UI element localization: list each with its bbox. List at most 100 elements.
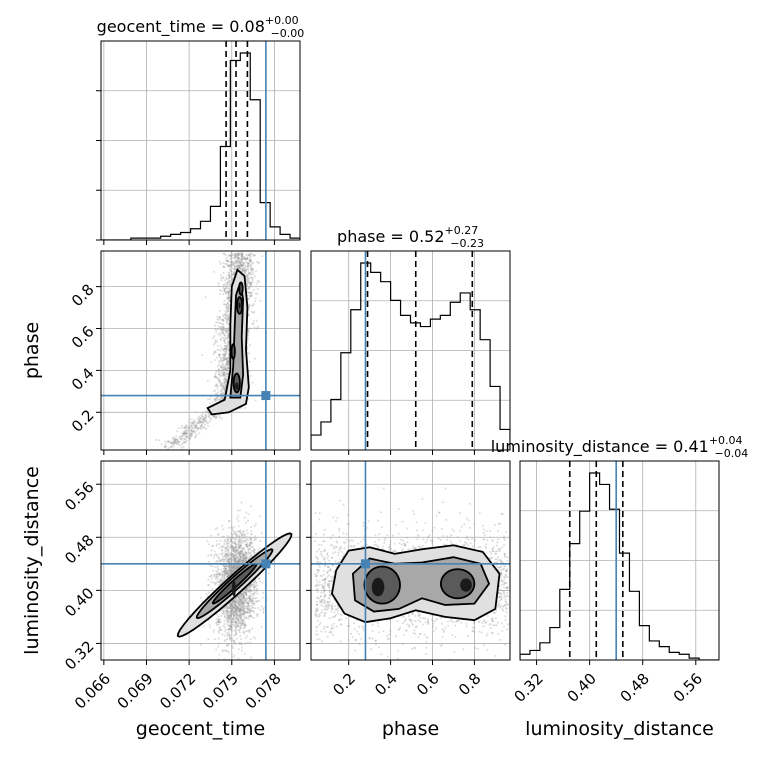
- sample-point: [235, 265, 238, 268]
- sample-point: [249, 264, 252, 267]
- sample-point: [244, 624, 247, 627]
- sample-point: [232, 548, 235, 551]
- sample-point: [234, 608, 237, 611]
- sample-point: [242, 605, 245, 608]
- sample-point: [238, 545, 241, 548]
- sample-point: [227, 643, 230, 646]
- sample-point: [239, 622, 242, 625]
- sample-point: [246, 588, 249, 591]
- sample-point: [244, 257, 247, 260]
- density-fill: [238, 302, 241, 309]
- sample-point: [245, 552, 248, 555]
- sample-point: [246, 597, 249, 600]
- sample-point: [218, 322, 221, 325]
- sample-point: [223, 328, 226, 331]
- sample-point: [242, 612, 245, 615]
- sample-point: [237, 558, 240, 561]
- sample-point: [225, 542, 228, 545]
- sample-point: [237, 540, 240, 543]
- sample-point: [225, 378, 228, 381]
- sample-point: [179, 435, 182, 438]
- sample-point: [221, 328, 224, 331]
- sample-point: [244, 636, 247, 639]
- sample-point: [232, 614, 235, 617]
- sample-point: [216, 344, 219, 347]
- sample-point: [248, 551, 251, 554]
- sample-point: [246, 641, 249, 644]
- sample-point: [225, 556, 228, 559]
- sample-point: [234, 253, 237, 256]
- sample-point: [237, 252, 240, 255]
- sample-point: [236, 561, 239, 564]
- sample-point: [219, 328, 222, 331]
- sample-point: [231, 553, 234, 556]
- sample-point: [232, 555, 235, 558]
- sample-point: [249, 614, 252, 617]
- sample-point: [216, 580, 219, 583]
- sample-point: [220, 545, 223, 548]
- sample-point: [228, 274, 231, 277]
- sample-point: [229, 614, 232, 617]
- sample-point: [227, 309, 230, 312]
- sample-point: [223, 373, 226, 376]
- sample-point: [182, 432, 185, 435]
- sample-point: [187, 434, 190, 437]
- sample-point: [247, 615, 250, 618]
- sample-point: [210, 554, 213, 557]
- sample-point: [224, 254, 227, 257]
- sample-point: [194, 429, 197, 432]
- sample-point: [234, 630, 237, 633]
- sample-point: [249, 609, 252, 612]
- sample-point: [222, 558, 225, 561]
- sample-point: [247, 332, 250, 335]
- sample-point: [218, 574, 221, 577]
- sample-point: [241, 609, 244, 612]
- sample-point: [226, 361, 229, 364]
- sample-point: [233, 615, 236, 618]
- sample-point: [213, 398, 216, 401]
- sample-point: [223, 634, 226, 637]
- sample-point: [217, 645, 220, 648]
- sample-point: [224, 628, 227, 631]
- sample-point: [248, 608, 251, 611]
- sample-point: [227, 295, 230, 298]
- sample-point: [250, 606, 253, 609]
- sample-point: [242, 604, 245, 607]
- sample-point: [243, 591, 246, 594]
- sample-point: [232, 609, 235, 612]
- sample-point: [228, 265, 231, 268]
- sample-point: [226, 538, 229, 541]
- sample-point: [239, 615, 242, 618]
- sample-point: [204, 413, 207, 416]
- sample-point: [223, 339, 226, 342]
- sample-point: [241, 604, 244, 607]
- sample-point: [222, 333, 225, 336]
- sample-point: [227, 329, 230, 332]
- sample-point: [238, 597, 241, 600]
- sample-point: [233, 262, 236, 265]
- sample-point: [232, 606, 235, 609]
- sample-point: [237, 535, 240, 538]
- sample-point: [192, 418, 195, 421]
- sample-point: [218, 557, 221, 560]
- sample-point: [247, 297, 250, 300]
- sample-point: [254, 607, 257, 610]
- sample-point: [229, 283, 232, 286]
- sample-point: [222, 386, 225, 389]
- sample-point: [251, 279, 254, 282]
- sample-point: [223, 359, 226, 362]
- sample-point: [252, 606, 255, 609]
- sample-point: [225, 567, 228, 570]
- sample-point: [228, 567, 231, 570]
- sample-point: [239, 612, 242, 615]
- sample-point: [260, 625, 263, 628]
- sample-point: [245, 558, 248, 561]
- sample-point: [223, 357, 226, 360]
- sample-point: [205, 414, 208, 417]
- sample-point: [223, 574, 226, 577]
- sample-point: [243, 269, 246, 272]
- sample-point: [196, 421, 199, 424]
- sample-point: [227, 564, 230, 567]
- sample-point: [248, 272, 251, 275]
- sample-point: [231, 534, 234, 537]
